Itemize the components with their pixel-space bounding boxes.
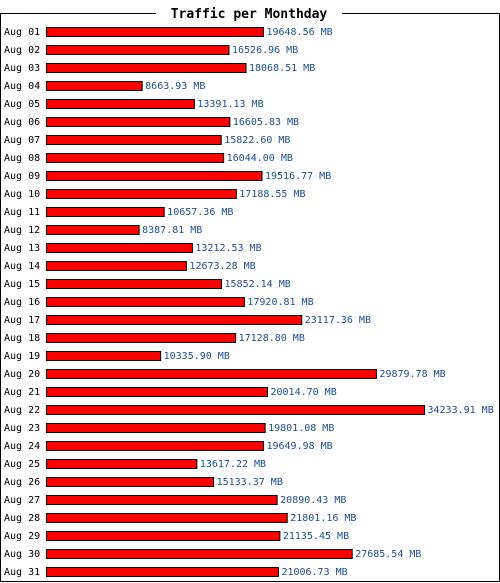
value-label: 20014.70 MB <box>270 387 336 398</box>
traffic-bar <box>46 243 193 253</box>
value-label: 15133.37 MB <box>217 477 283 488</box>
traffic-bar <box>46 99 195 109</box>
day-label: Aug 31 <box>4 567 40 578</box>
traffic-bar <box>46 27 264 37</box>
traffic-bar <box>46 225 140 235</box>
day-label: Aug 02 <box>4 45 40 56</box>
value-label: 10657.36 MB <box>167 207 233 218</box>
day-label: Aug 17 <box>4 315 40 326</box>
day-label: Aug 16 <box>4 297 40 308</box>
day-label: Aug 24 <box>4 441 40 452</box>
traffic-bar <box>46 495 278 505</box>
traffic-bar <box>46 153 225 163</box>
traffic-bar <box>46 333 237 343</box>
value-label: 20890.43 MB <box>280 495 346 506</box>
day-label: Aug 28 <box>4 513 40 524</box>
value-label: 17188.55 MB <box>239 189 305 200</box>
value-label: 19648.56 MB <box>266 27 332 38</box>
day-label: Aug 13 <box>4 243 40 254</box>
traffic-bar <box>46 63 247 73</box>
value-label: 27685.54 MB <box>355 549 421 560</box>
value-label: 21006.73 MB <box>281 567 347 578</box>
traffic-bar <box>46 171 263 181</box>
day-label: Aug 22 <box>4 405 40 416</box>
value-label: 12673.28 MB <box>189 261 255 272</box>
value-label: 13391.13 MB <box>197 99 263 110</box>
traffic-bar <box>46 207 165 217</box>
day-label: Aug 12 <box>4 225 40 236</box>
value-label: 16526.96 MB <box>232 45 298 56</box>
traffic-bar <box>46 513 288 523</box>
traffic-bar <box>46 531 281 541</box>
day-label: Aug 07 <box>4 135 40 146</box>
day-label: Aug 27 <box>4 495 40 506</box>
traffic-bar <box>46 135 222 145</box>
value-label: 8387.81 MB <box>142 225 202 236</box>
value-label: 10335.90 MB <box>164 351 230 362</box>
traffic-bar <box>46 279 223 289</box>
traffic-bar <box>46 405 425 415</box>
day-label: Aug 05 <box>4 99 40 110</box>
traffic-bar <box>46 351 162 361</box>
value-label: 16044.00 MB <box>227 153 293 164</box>
traffic-bar <box>46 387 268 397</box>
traffic-bar <box>46 567 279 577</box>
value-label: 17920.81 MB <box>247 297 313 308</box>
day-label: Aug 09 <box>4 171 40 182</box>
day-label: Aug 06 <box>4 117 40 128</box>
value-label: 15822.60 MB <box>224 135 290 146</box>
traffic-bar <box>46 189 237 199</box>
day-label: Aug 10 <box>4 189 40 200</box>
day-label: Aug 15 <box>4 279 40 290</box>
value-label: 13617.22 MB <box>200 459 266 470</box>
day-label: Aug 29 <box>4 531 40 542</box>
day-label: Aug 14 <box>4 261 40 272</box>
value-label: 34233.91 MB <box>428 405 494 416</box>
value-label: 17128.80 MB <box>239 333 305 344</box>
value-label: 29879.78 MB <box>379 369 445 380</box>
traffic-bar <box>46 459 198 469</box>
value-label: 16605.83 MB <box>233 117 299 128</box>
value-label: 19649.98 MB <box>266 441 332 452</box>
traffic-bar <box>46 423 266 433</box>
value-label: 19516.77 MB <box>265 171 331 182</box>
day-label: Aug 04 <box>4 81 40 92</box>
day-label: Aug 11 <box>4 207 40 218</box>
value-label: 21801.16 MB <box>290 513 356 524</box>
day-label: Aug 01 <box>4 27 40 38</box>
day-label: Aug 08 <box>4 153 40 164</box>
day-label: Aug 30 <box>4 549 40 560</box>
day-label: Aug 23 <box>4 423 40 434</box>
value-label: 15852.14 MB <box>225 279 291 290</box>
traffic-bar <box>46 297 245 307</box>
title-background <box>156 4 342 22</box>
day-label: Aug 21 <box>4 387 40 398</box>
day-label: Aug 25 <box>4 459 40 470</box>
traffic-bar <box>46 441 264 451</box>
bar-rows: Aug 01 19648.56 MB Aug 02 16526.96 MB Aug 03… <box>4 27 494 578</box>
day-label: Aug 20 <box>4 369 40 380</box>
traffic-bar <box>46 81 143 91</box>
day-label: Aug 19 <box>4 351 40 362</box>
value-label: 18068.51 MB <box>249 63 315 74</box>
day-label: Aug 26 <box>4 477 40 488</box>
value-label: 19801.08 MB <box>268 423 334 434</box>
value-label: 23117.36 MB <box>305 315 371 326</box>
day-label: Aug 18 <box>4 333 40 344</box>
traffic-bar <box>46 549 353 559</box>
value-label: 13212.53 MB <box>195 243 261 254</box>
traffic-bar <box>46 261 187 271</box>
traffic-bar <box>46 369 377 379</box>
traffic-bar <box>46 315 303 325</box>
value-label: 21135.45 MB <box>283 531 349 542</box>
chart-title: Traffic per Monthday <box>171 7 328 22</box>
traffic-bar <box>46 477 215 487</box>
traffic-bar <box>46 45 230 55</box>
traffic-bar <box>46 117 231 127</box>
value-label: 8663.93 MB <box>145 81 205 92</box>
day-label: Aug 03 <box>4 63 40 74</box>
